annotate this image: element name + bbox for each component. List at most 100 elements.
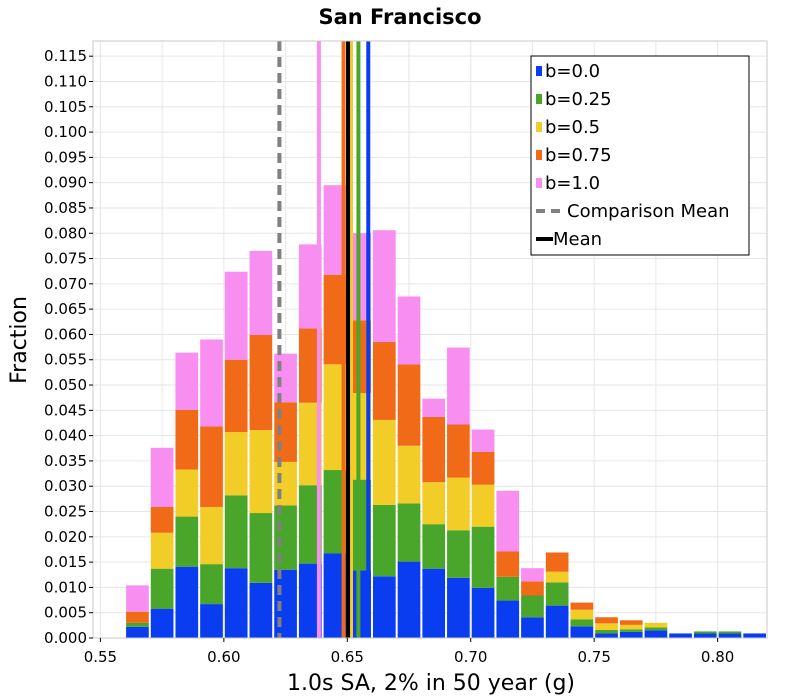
bar-segment — [298, 563, 322, 638]
bar-segment — [249, 250, 273, 335]
x-tick-label: 0.75 — [577, 648, 610, 666]
legend-label: b=0.5 — [545, 117, 600, 138]
bar-segment — [298, 402, 322, 486]
y-tick-label: 0.080 — [44, 224, 87, 242]
plot-frame — [92, 40, 768, 639]
bar-segment — [372, 504, 396, 577]
bar-segment — [570, 626, 594, 638]
bar-segment — [447, 577, 470, 638]
bar-segment — [249, 430, 273, 514]
bar-segment — [471, 451, 495, 485]
bar-segment — [397, 503, 421, 562]
y-tick-label: 0.000 — [44, 629, 87, 647]
bar-segment — [249, 334, 273, 431]
bar-segment — [224, 495, 248, 569]
bar-segment — [570, 609, 594, 620]
bar-segment — [595, 629, 618, 634]
bar-segment — [422, 524, 446, 569]
bar-segment — [249, 513, 273, 583]
legend-swatch — [536, 122, 542, 132]
y-tick-label: 0.075 — [44, 250, 87, 268]
bar-segment — [298, 244, 322, 329]
bar-segment — [669, 633, 692, 638]
bar-segment — [570, 602, 594, 610]
x-tick-label: 0.65 — [331, 648, 364, 666]
y-tick-label: 0.030 — [44, 477, 87, 495]
y-tick-label: 0.010 — [44, 578, 87, 596]
bar-segment — [619, 620, 643, 625]
bar-segment — [323, 364, 347, 471]
bar-segment — [150, 608, 174, 638]
bar-segment — [224, 271, 248, 360]
bar-segment — [150, 447, 174, 507]
bar-segment — [644, 622, 668, 628]
bar-segment — [619, 631, 643, 638]
bar-segment — [200, 604, 223, 638]
y-tick-label: 0.115 — [44, 47, 87, 65]
bar-segment — [397, 561, 421, 638]
bar-segment — [200, 506, 223, 565]
y-tick-label: 0.035 — [44, 452, 87, 470]
bar-segment — [126, 626, 149, 638]
bar-segment — [595, 617, 618, 624]
bar-segment — [372, 419, 396, 505]
y-tick-label: 0.070 — [44, 275, 87, 293]
y-tick-label: 0.050 — [44, 376, 87, 394]
bar-segment — [521, 595, 544, 618]
bar-segment — [619, 629, 643, 632]
y-tick-label: 0.040 — [44, 427, 87, 445]
bar-segment — [471, 484, 495, 527]
x-tick-label: 0.80 — [701, 648, 734, 666]
bar-segment — [175, 566, 199, 638]
bar-segment — [175, 516, 199, 567]
y-axis-label: Fraction — [7, 296, 32, 384]
y-tick-label: 0.085 — [44, 199, 87, 217]
legend-box — [530, 55, 750, 256]
bar-segment — [224, 359, 248, 433]
bar-segment — [175, 469, 199, 517]
bar-segment — [422, 482, 446, 525]
bar-segment — [644, 627, 668, 631]
bar-segment — [298, 485, 322, 564]
bar-segment — [545, 582, 569, 606]
x-axis-ticks: 0.55 0.60 0.65 0.70 0.75 0.80 — [84, 638, 734, 666]
bar-segment — [693, 633, 717, 638]
bar-segment — [372, 576, 396, 638]
y-tick-label: 0.095 — [44, 148, 87, 166]
x-tick-label: 0.60 — [207, 648, 240, 666]
bar-segment — [471, 526, 495, 588]
legend-label: b=0.0 — [545, 61, 600, 82]
legend-label: b=0.75 — [545, 145, 612, 166]
bar-segment — [175, 352, 199, 410]
bar-segment — [150, 568, 174, 609]
legend: b=0.0 b=0.25 b=0.5 b=0.75 b=1.0 Comparison Me… — [530, 55, 750, 256]
legend-label: b=1.0 — [545, 173, 600, 194]
bar-segment — [521, 617, 544, 638]
bar-segment — [224, 432, 248, 496]
bar-segment — [496, 551, 520, 577]
bar-segment — [200, 426, 223, 507]
legend-label: Mean — [553, 229, 602, 250]
legend-label: b=0.25 — [545, 89, 612, 110]
bar-segment — [126, 622, 149, 627]
chart-title: San Francisco — [318, 5, 481, 29]
bar-segment — [175, 409, 199, 470]
y-tick-label: 0.065 — [44, 300, 87, 318]
y-tick-label: 0.090 — [44, 174, 87, 192]
y-tick-label: 0.100 — [44, 123, 87, 141]
x-tick-label: 0.70 — [454, 648, 487, 666]
y-tick-label: 0.020 — [44, 528, 87, 546]
bar-segment — [323, 553, 347, 638]
bar-segment — [447, 347, 470, 425]
bar-segment — [397, 296, 421, 365]
bar-segment — [496, 576, 520, 601]
bar-segment — [397, 364, 421, 446]
bar-segment — [570, 619, 594, 627]
bar-segment — [545, 605, 569, 638]
bar-segment — [397, 445, 421, 504]
legend-swatch — [536, 150, 542, 160]
bar-segment — [447, 424, 470, 478]
bar-segment — [422, 416, 446, 483]
bar-segment — [496, 490, 520, 552]
